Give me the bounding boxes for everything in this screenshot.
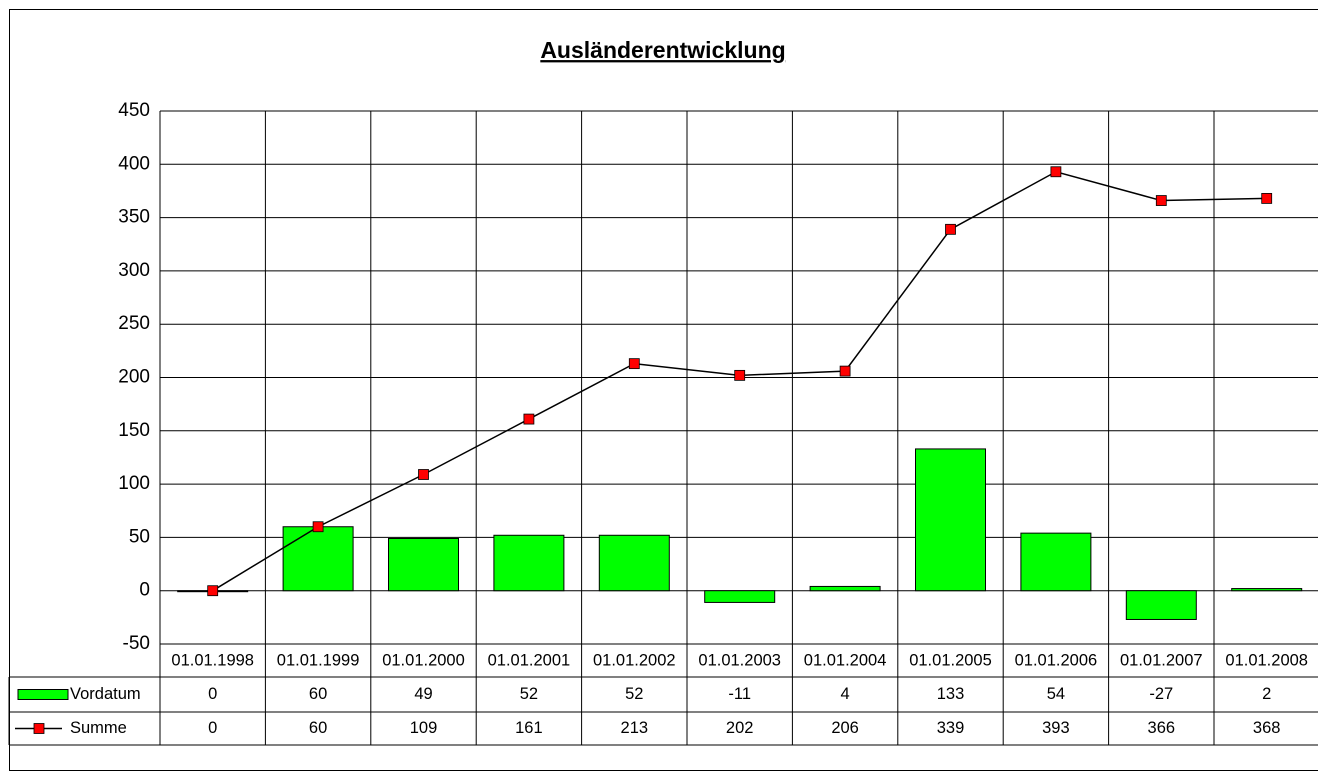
x-tick-label: 01.01.2006 (1015, 651, 1098, 669)
bar (1231, 588, 1303, 592)
table-value: 202 (726, 719, 754, 737)
marker (628, 358, 640, 370)
x-tick-label: 01.01.2003 (698, 651, 781, 669)
table-value: 109 (410, 719, 438, 737)
x-tick-label: 01.01.2004 (804, 651, 887, 669)
y-tick-label: 250 (118, 313, 150, 334)
table-value: 60 (309, 685, 327, 703)
table-value: -11 (728, 685, 751, 703)
y-tick-label: 300 (118, 260, 150, 281)
table-value: -27 (1149, 685, 1173, 703)
table-value: 339 (937, 719, 965, 737)
table-value: 4 (841, 685, 850, 703)
y-tick-label: -50 (123, 633, 150, 654)
y-tick-label: 50 (129, 526, 150, 547)
legend-label: Vordatum (70, 685, 141, 703)
table-value: 52 (625, 685, 643, 703)
y-tick-label: 0 (139, 580, 150, 601)
legend-key (17, 689, 69, 700)
x-tick-label: 01.01.2001 (488, 651, 571, 669)
table-value: 366 (1148, 719, 1176, 737)
table-value: 213 (621, 719, 649, 737)
legend-label: Summe (70, 719, 127, 737)
table-value: 60 (309, 719, 327, 737)
marker (418, 469, 429, 480)
table-value: 206 (831, 719, 859, 737)
legend-key (33, 723, 45, 734)
table-value: 0 (208, 685, 217, 703)
table-value: 54 (1047, 685, 1065, 703)
y-tick-label: 450 (118, 100, 150, 121)
bar (1125, 590, 1197, 620)
x-tick-label: 01.01.2005 (909, 651, 992, 669)
table-value: 368 (1253, 719, 1281, 737)
table-value: 49 (414, 685, 432, 703)
marker (1261, 193, 1273, 204)
table-value: 52 (520, 685, 538, 703)
x-tick-label: 01.01.2007 (1120, 651, 1203, 669)
marker (945, 223, 956, 235)
table-value: 2 (1262, 685, 1271, 703)
y-tick-label: 100 (118, 473, 150, 494)
marker (312, 521, 324, 533)
y-tick-label: 200 (118, 367, 150, 388)
y-tick-label: 350 (118, 207, 150, 228)
x-tick-label: 01.01.1999 (277, 651, 360, 669)
marker (207, 585, 219, 597)
x-tick-label: 01.01.2002 (593, 651, 676, 669)
bar (493, 534, 565, 592)
bar (598, 534, 670, 592)
marker (734, 369, 746, 381)
y-tick-label: 400 (118, 153, 150, 174)
x-tick-label: 01.01.2008 (1225, 651, 1308, 669)
x-tick-label: 01.01.1998 (171, 651, 254, 669)
bar (1020, 532, 1092, 592)
table-value: 393 (1042, 719, 1070, 737)
chart-title: Ausländerentwicklung (540, 37, 785, 63)
bar (388, 537, 459, 592)
bar (915, 448, 986, 592)
x-tick-label: 01.01.2000 (382, 651, 465, 669)
marker (523, 413, 535, 425)
marker (839, 365, 851, 377)
table-value: 161 (515, 719, 543, 737)
bar (809, 585, 881, 592)
bar (704, 590, 776, 603)
bar (282, 526, 354, 592)
y-tick-label: 150 (118, 420, 150, 441)
marker (1050, 166, 1062, 178)
table-value: 0 (208, 719, 217, 737)
table-value: 133 (937, 685, 965, 703)
marker (1155, 195, 1167, 206)
